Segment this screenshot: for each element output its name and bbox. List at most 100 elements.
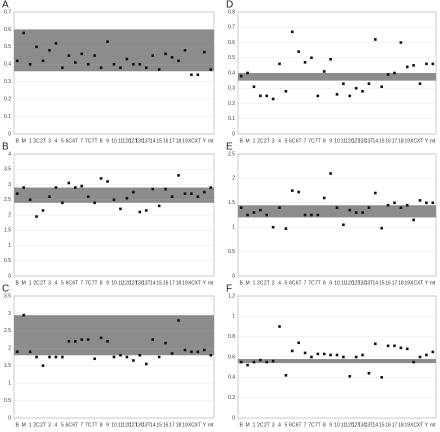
data-point xyxy=(170,352,174,355)
data-point xyxy=(67,181,71,185)
x-tick-label: 19 xyxy=(404,422,410,428)
y-tick-label: 0.4 xyxy=(228,375,235,381)
x-tick-label: 13T xyxy=(365,422,374,428)
x-tick-label: 1 xyxy=(29,280,32,286)
y-tick-label: 2 xyxy=(8,346,11,352)
x-tick-label: 14 xyxy=(150,138,156,144)
x-tick-label: XC xyxy=(410,422,417,428)
data-point xyxy=(48,355,51,359)
data-point xyxy=(361,211,364,214)
data-point xyxy=(316,213,320,217)
x-tick-label: 7C xyxy=(85,138,92,144)
data-point xyxy=(151,187,155,191)
x-tick-label: 18 xyxy=(398,280,404,286)
x-tick-label: 18 xyxy=(176,422,182,428)
y-tick-label: 0.4 xyxy=(4,62,11,68)
data-point xyxy=(335,353,339,357)
panel: F00.20.40.60.811.2B M 1 2C 2T 3 4 5 6C 6T 7 7C 7T 8 9 1… xyxy=(226,284,437,428)
x-tick-label: 2C xyxy=(257,422,264,428)
x-tick-label: 4 xyxy=(278,138,281,144)
data-point xyxy=(290,189,294,192)
x-tick-label: 15 xyxy=(156,280,162,286)
data-point xyxy=(157,355,161,359)
y-tick-label: 0 xyxy=(232,415,235,421)
x-tick-label: XT xyxy=(417,280,423,286)
data-point xyxy=(335,93,339,96)
y-tick-label: 0.5 xyxy=(228,249,235,255)
data-point xyxy=(335,206,339,209)
data-point xyxy=(348,375,352,378)
data-point xyxy=(431,62,435,66)
data-point xyxy=(209,68,213,71)
panel: E00.511.522.5B M 1 2C 2T 3 4 5 6C 6T 7 7C 7T 8 9 10 11 12… xyxy=(226,142,437,286)
x-tick-label: 17 xyxy=(169,422,175,428)
x-tick-label: 19 xyxy=(404,280,410,286)
data-point xyxy=(239,360,243,364)
y-tick-label: 1 xyxy=(8,243,11,249)
x-tick-label: 7C xyxy=(85,280,92,286)
panel: B00.511.522.533.54B M 1 2C 2T 3 4 5 6C 6T 7 7C 7T 8 9 1… xyxy=(2,142,215,286)
x-tick-label: 12T xyxy=(129,138,138,144)
x-tick-label: Y xyxy=(425,280,429,286)
x-tick-label: M xyxy=(22,138,26,144)
y-tick-label: 2 xyxy=(8,212,11,218)
x-tick-label: 16 xyxy=(385,280,391,286)
x-tick-label: 8 xyxy=(323,422,326,428)
x-tick-label: 1 xyxy=(253,422,256,428)
x-tick-label: 17 xyxy=(169,280,175,286)
data-point xyxy=(271,359,275,363)
data-point xyxy=(329,353,332,357)
y-tick-label: 3 xyxy=(8,182,11,188)
data-point xyxy=(41,209,45,212)
x-tick-label: 19 xyxy=(182,280,188,286)
x-tick-label: B xyxy=(240,422,244,428)
data-point xyxy=(28,198,32,202)
y-tick-label: 1.5 xyxy=(4,228,11,234)
x-tick-label: Y xyxy=(203,138,207,144)
data-point xyxy=(132,62,135,66)
data-point xyxy=(138,210,142,214)
data-point xyxy=(183,348,187,352)
data-point xyxy=(322,196,326,200)
data-point xyxy=(54,186,58,189)
data-point xyxy=(348,94,352,98)
data-point xyxy=(132,190,135,194)
x-tick-label: 1 xyxy=(253,138,256,144)
x-tick-label: 9 xyxy=(106,422,109,428)
x-tick-label: 1 xyxy=(253,280,256,286)
x-tick-label: 5 xyxy=(285,422,288,428)
x-tick-label: 7C xyxy=(85,422,92,428)
x-tick-label: 17 xyxy=(392,422,398,428)
x-tick-label: 7 xyxy=(304,138,307,144)
x-tick-label: 6C xyxy=(289,138,296,144)
y-tick-label: 2.5 xyxy=(4,328,11,334)
data-point xyxy=(35,45,38,49)
data-point xyxy=(278,325,281,328)
data-point xyxy=(361,90,364,93)
x-tick-label: 4 xyxy=(278,422,281,428)
data-point xyxy=(157,204,161,208)
data-point xyxy=(67,54,71,57)
x-tick-label: 7T xyxy=(92,280,98,286)
data-point xyxy=(164,187,167,191)
x-tick-label: B xyxy=(240,280,244,286)
x-tick-label: 6C xyxy=(289,280,296,286)
x-tick-label: 19 xyxy=(182,422,188,428)
x-tick-label: 18 xyxy=(176,280,182,286)
data-point xyxy=(48,195,51,198)
data-point xyxy=(138,62,142,66)
x-tick-label: 15 xyxy=(379,422,385,428)
x-tick-label: 2T xyxy=(264,138,270,144)
x-tick-label: 3 xyxy=(272,280,275,286)
x-tick-label: 2T xyxy=(40,138,46,144)
x-tick-label: 1 xyxy=(29,422,32,428)
x-tick-label: 4 xyxy=(278,280,281,286)
x-tick-label: 12T xyxy=(352,422,361,428)
data-point xyxy=(61,355,64,359)
data-point xyxy=(80,338,84,341)
data-point xyxy=(106,40,109,43)
x-tick-label: 16 xyxy=(385,422,391,428)
panel: D00.10.20.30.40.50.60.70.8B M 1 2C 2T 3 4 5 6C 6T… xyxy=(226,0,437,144)
x-tick-label: M xyxy=(22,422,26,428)
